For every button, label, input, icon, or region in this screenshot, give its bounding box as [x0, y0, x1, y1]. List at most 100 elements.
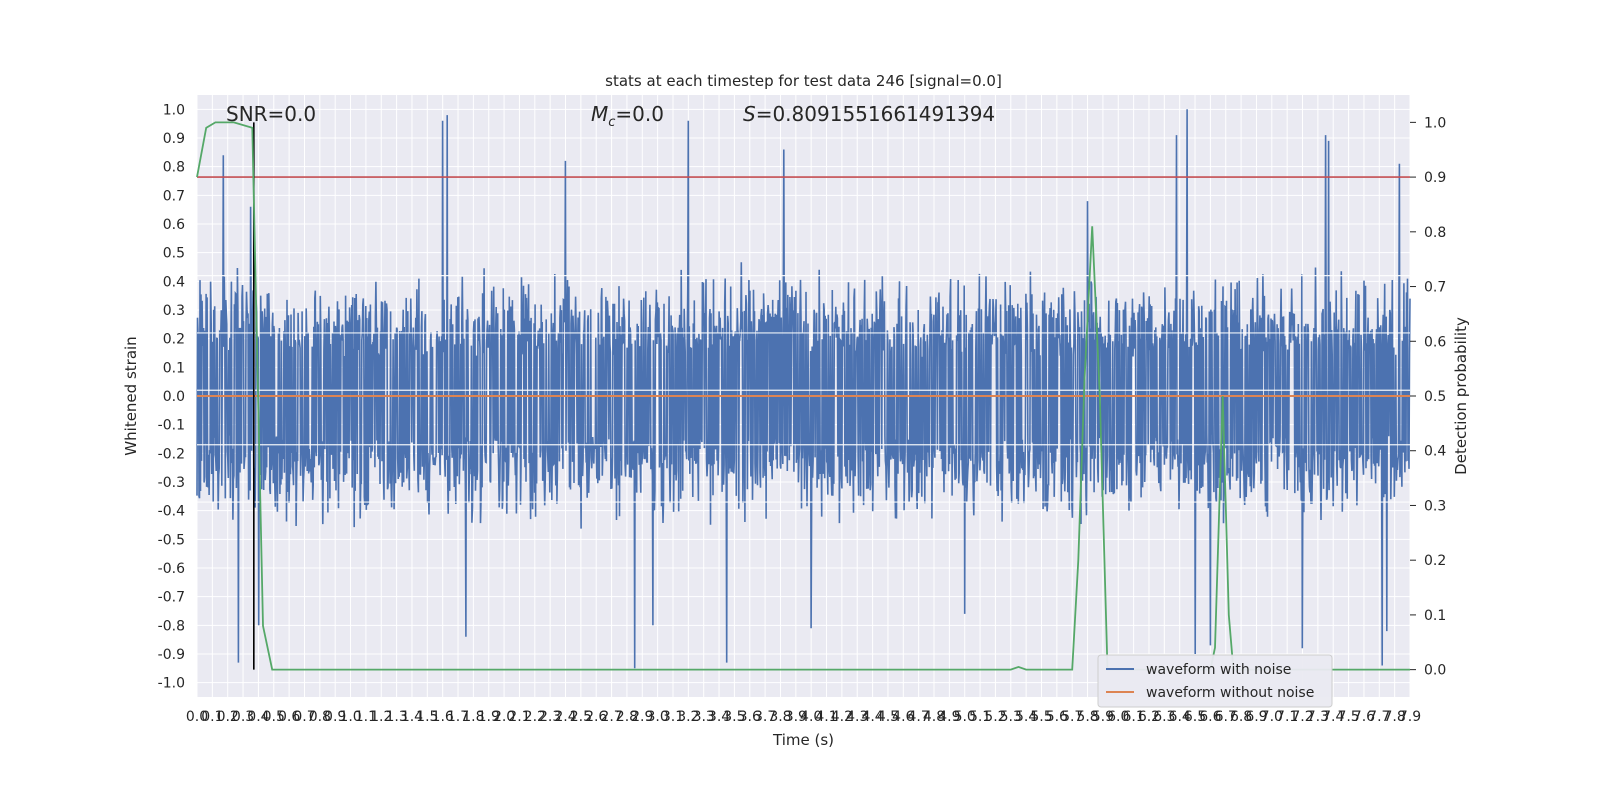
x-tick-label: 0.3 [232, 709, 254, 725]
x-tick-label: 0.7 [293, 709, 315, 725]
x-tick-label: 3.9 [785, 709, 807, 725]
y-right-tick-label: 0.2 [1424, 553, 1446, 569]
y-right-tick-label: 0.1 [1424, 608, 1446, 624]
y-left-tick-label: 1.0 [163, 102, 185, 118]
x-tick-label: 0.4 [247, 709, 269, 725]
x-tick-label: 1.7 [447, 709, 469, 725]
y-right-tick-label: 0.3 [1424, 498, 1446, 514]
y-left-tick-label: 0.0 [163, 389, 185, 405]
x-tick-label: 2.8 [616, 709, 638, 725]
x-tick-label: 3.2 [677, 709, 699, 725]
x-tick-label: 6.8 [1230, 709, 1252, 725]
y-right-tick-label: 0.0 [1424, 663, 1446, 679]
x-tick-label: 7.3 [1307, 709, 1329, 725]
x-tick-label: 0.6 [278, 709, 300, 725]
x-tick-label: 3.1 [662, 709, 684, 725]
y-left-tick-label: -0.7 [158, 590, 185, 606]
y-right-tick-label: 0.8 [1424, 225, 1446, 241]
x-tick-label: 0.8 [309, 709, 331, 725]
y-left-tick-label: -0.6 [158, 561, 185, 577]
x-tick-label: 0.2 [217, 709, 239, 725]
x-tick-label: 4.2 [831, 709, 853, 725]
x-tick-label: 7.8 [1384, 709, 1406, 725]
y-left-tick-label: 0.2 [163, 332, 185, 348]
x-tick-label: 2.3 [539, 709, 561, 725]
x-tick-label: 6.2 [1138, 709, 1160, 725]
y-left-tick-label: 0.8 [163, 160, 185, 176]
x-tick-label: 6.0 [1107, 709, 1129, 725]
x-tick-label: 4.7 [908, 709, 930, 725]
s-annotation: S=0.8091551661491394 [743, 102, 995, 126]
x-tick-label: 3.6 [739, 709, 761, 725]
waveform-with-noise-line [196, 109, 1411, 669]
x-tick-label: 2.1 [508, 709, 530, 725]
x-tick-label: 6.3 [1153, 709, 1175, 725]
x-tick-label: 6.4 [1169, 709, 1191, 725]
y-right-tick-label: 1.0 [1424, 115, 1446, 131]
x-tick-label: 5.0 [954, 709, 976, 725]
y-left-tick-label: 0.7 [163, 188, 185, 204]
x-tick-label: 0.9 [324, 709, 346, 725]
x-tick-label: 0.5 [263, 709, 285, 725]
x-tick-label: 7.1 [1276, 709, 1298, 725]
waveform-with-noise-series [196, 109, 1411, 669]
y-left-tick-label: -0.8 [158, 618, 185, 634]
x-tick-label: 2.4 [554, 709, 576, 725]
x-tick-label: 1.5 [416, 709, 438, 725]
x-tick-label: 1.3 [385, 709, 407, 725]
y-right-tick-label: 0.6 [1424, 334, 1446, 350]
legend-label: waveform without noise [1146, 685, 1314, 701]
x-tick-label: 3.7 [754, 709, 776, 725]
y-right-tick-label: 0.7 [1424, 280, 1446, 296]
x-axis-title: Time (s) [772, 731, 834, 749]
x-tick-label: 6.5 [1184, 709, 1206, 725]
x-tick-label: 6.7 [1215, 709, 1237, 725]
lines [196, 121, 1410, 671]
x-tick-label: 1.6 [432, 709, 454, 725]
y-right-tick-label: 0.5 [1424, 389, 1446, 405]
y-left-tick-label: -0.1 [158, 418, 185, 434]
x-tick-label: 7.0 [1261, 709, 1283, 725]
x-tick-label: 1.4 [401, 709, 423, 725]
x-tick-label: 1.8 [462, 709, 484, 725]
x-tick-label: 0.1 [201, 709, 223, 725]
y-left-tick-label: 0.4 [163, 274, 185, 290]
x-tick-label: 4.5 [877, 709, 899, 725]
x-tick-label: 5.2 [984, 709, 1006, 725]
x-tick-label: 2.2 [524, 709, 546, 725]
y-right-tick-label: 0.9 [1424, 170, 1446, 186]
x-tick-label: 7.4 [1322, 709, 1344, 725]
y-left-tick-label: 0.9 [163, 131, 185, 147]
legend-box [1097, 654, 1333, 708]
x-tick-label: 6.9 [1245, 709, 1267, 725]
y-left-tick-label: -0.2 [158, 446, 185, 462]
y-left-tick-label: -0.9 [158, 647, 185, 663]
legend: waveform with noise waveform without nois… [1097, 654, 1333, 708]
s-value: =0.8091551661491394 [756, 102, 995, 126]
x-tick-label: 6.1 [1122, 709, 1144, 725]
y-axis-right-title: Detection probability [1452, 317, 1470, 475]
x-tick-label: 7.9 [1399, 709, 1421, 725]
x-tick-label: 2.9 [631, 709, 653, 725]
x-tick-label: 2.7 [600, 709, 622, 725]
chart-title: stats at each timestep for test data 246… [605, 72, 1002, 90]
x-tick-label: 4.0 [800, 709, 822, 725]
x-tick-label: 5.9 [1092, 709, 1114, 725]
x-tick-label: 4.3 [846, 709, 868, 725]
detection-probability-line [196, 121, 1410, 671]
y-left-tick-label: -0.5 [158, 532, 185, 548]
x-tick-label: 1.1 [355, 709, 377, 725]
y-left-tick-label: 0.3 [163, 303, 185, 319]
y-left-tick-label: 0.6 [163, 217, 185, 233]
x-tick-label: 3.5 [723, 709, 745, 725]
x-tick-label: 5.8 [1076, 709, 1098, 725]
x-tick-label: 5.7 [1061, 709, 1083, 725]
mc-annotation: Mc=0.0 [591, 102, 664, 130]
x-tick-label: 2.6 [585, 709, 607, 725]
x-tick-label: 4.9 [938, 709, 960, 725]
x-tick-label: 3.0 [647, 709, 669, 725]
x-tick-label: 5.5 [1030, 709, 1052, 725]
x-tick-label: 5.3 [1000, 709, 1022, 725]
mc-value: =0.0 [615, 102, 664, 126]
x-tick-label: 7.2 [1291, 709, 1313, 725]
